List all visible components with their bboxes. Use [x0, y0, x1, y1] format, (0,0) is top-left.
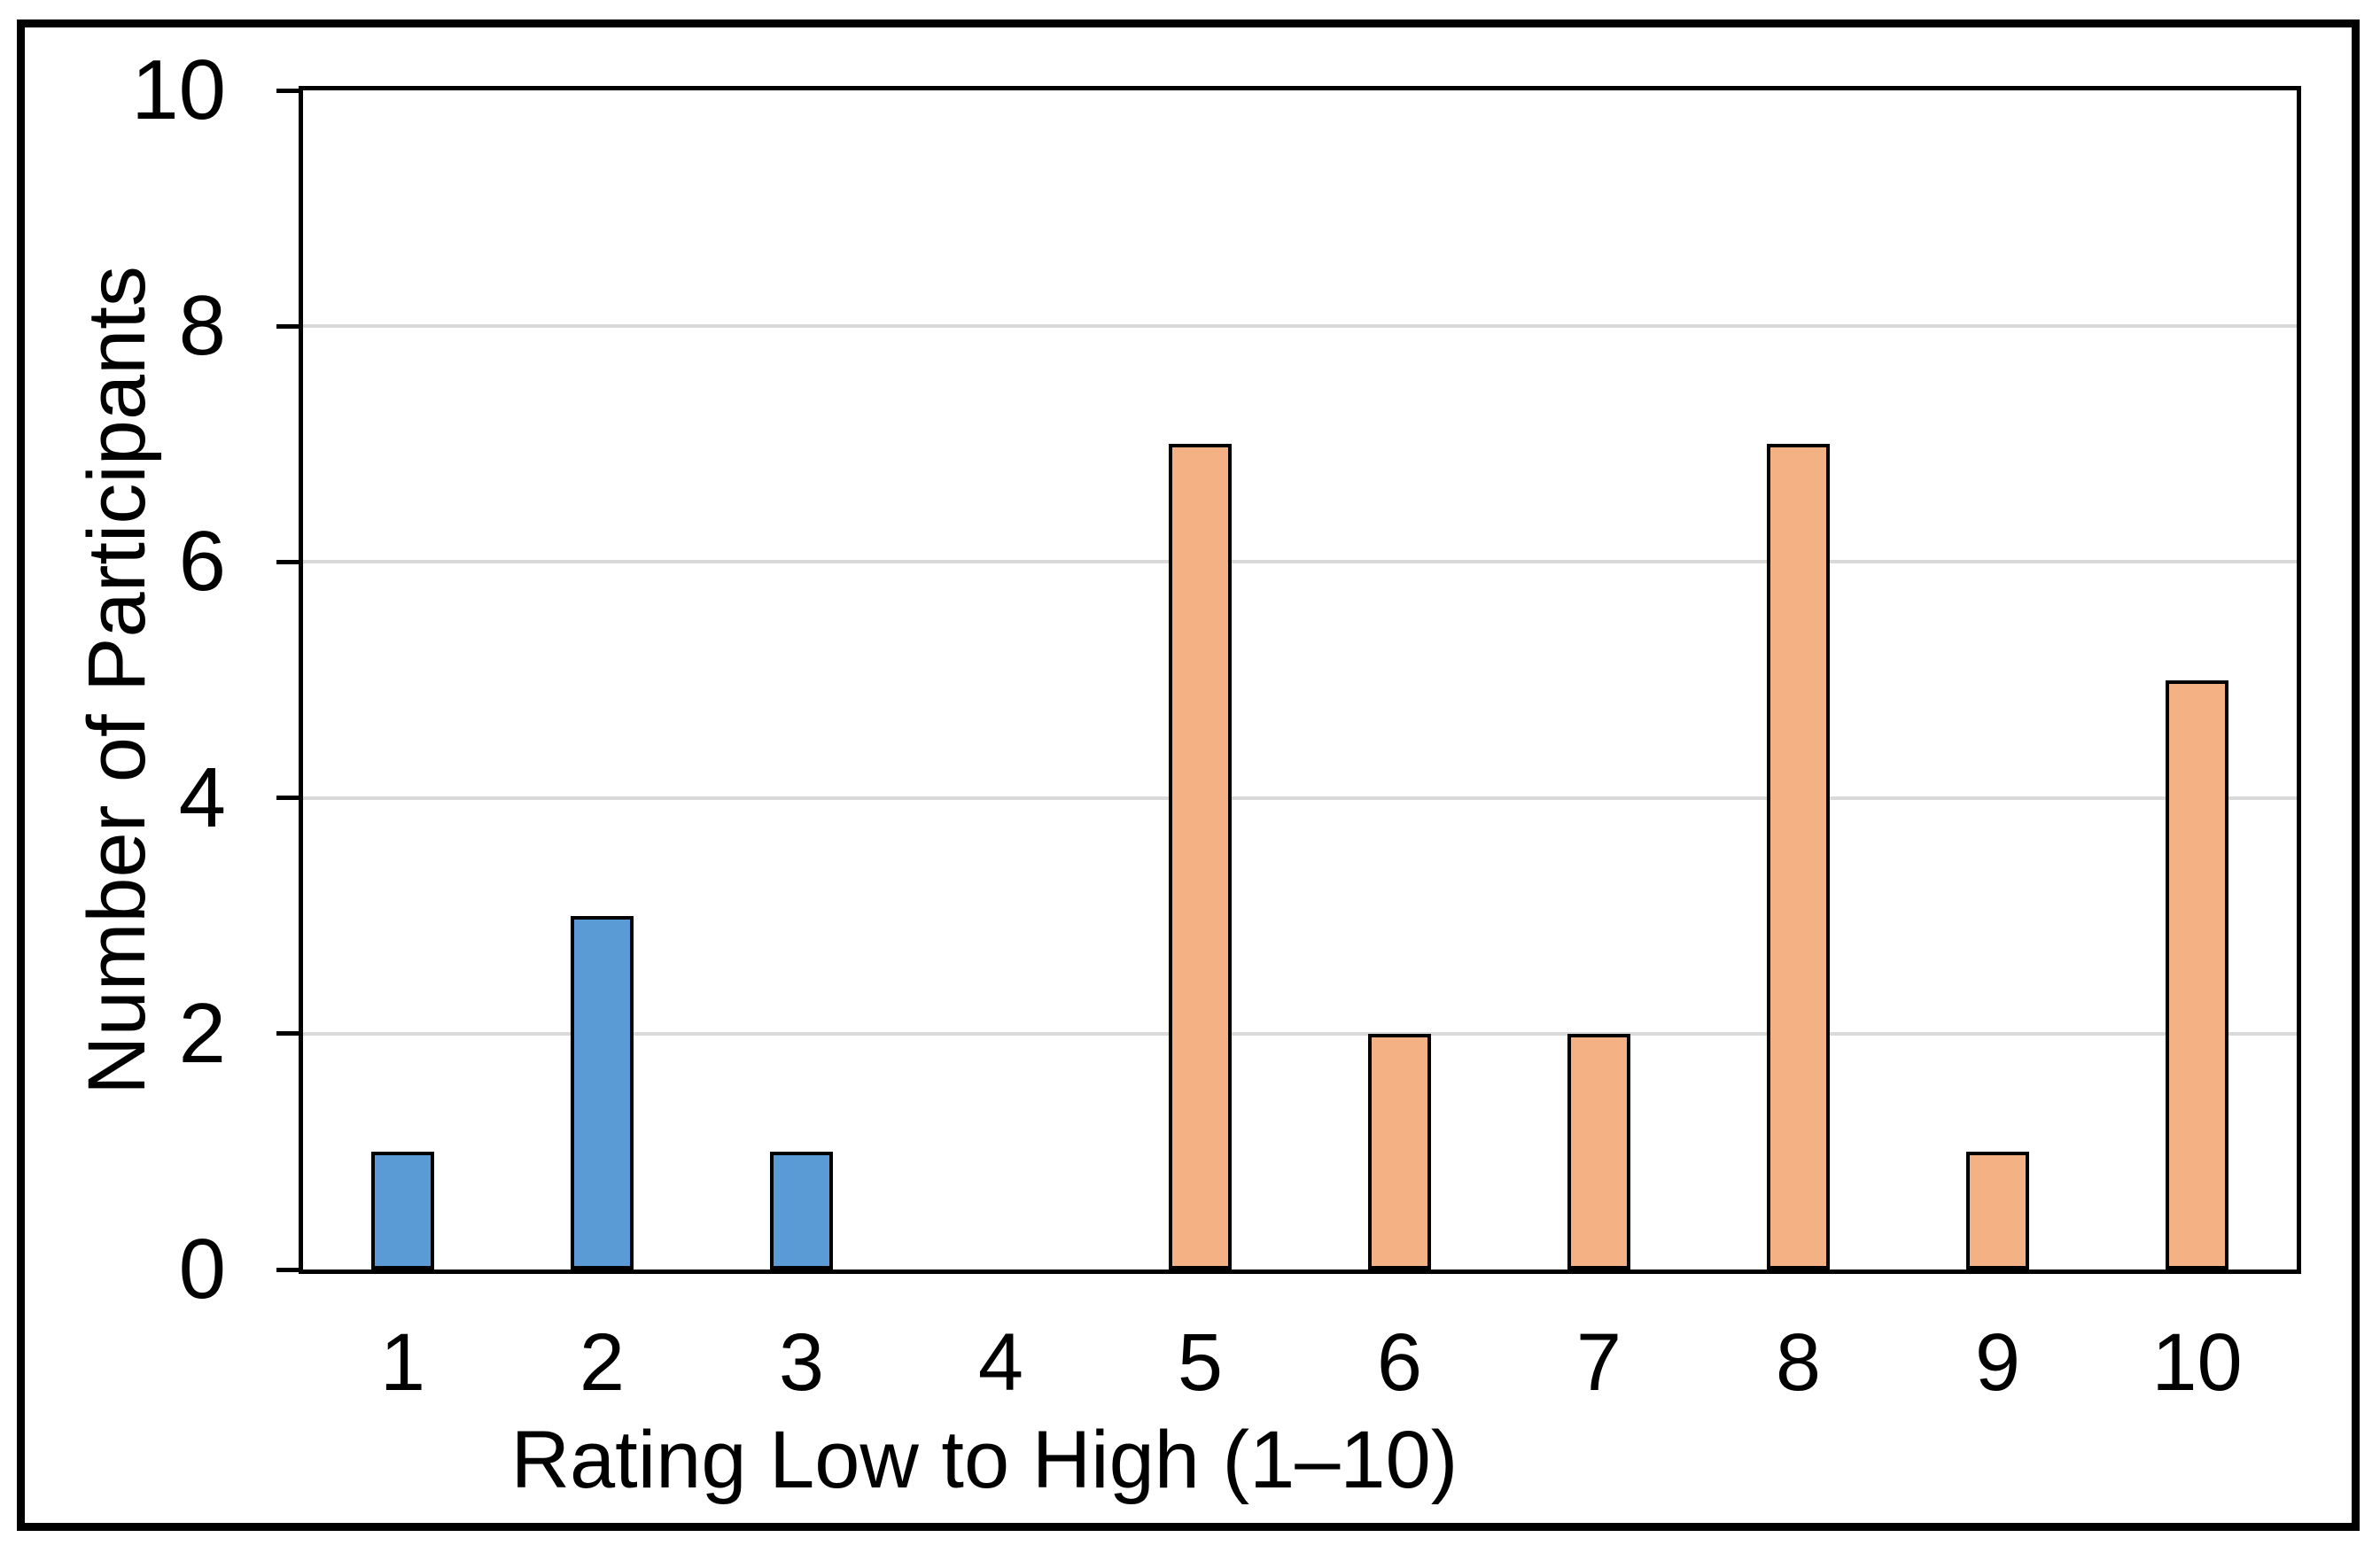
y-tick-mark: [276, 88, 299, 93]
y-axis-title: Number of Participants: [72, 266, 162, 1095]
y-tick-mark: [276, 559, 299, 564]
x-tick-label-6: 6: [1376, 1317, 1423, 1408]
y-tick-label-4: 4: [178, 749, 226, 845]
x-tick-label-4: 4: [977, 1317, 1024, 1408]
x-tick-label-9: 9: [1974, 1317, 2021, 1408]
plot-area: [299, 86, 2301, 1274]
bar-rating-7: [1567, 1033, 1630, 1270]
gridline: [303, 324, 2297, 329]
x-axis-title: Rating Low to High (1–10): [510, 1415, 1458, 1505]
gridline: [303, 560, 2297, 564]
x-tick-label-10: 10: [2151, 1317, 2243, 1408]
y-tick-label-10: 10: [131, 43, 226, 137]
gridline: [303, 796, 2297, 800]
x-tick-label-7: 7: [1575, 1317, 1622, 1408]
x-tick-label-5: 5: [1177, 1317, 1224, 1408]
bar-rating-2: [571, 915, 634, 1270]
y-tick-mark: [276, 1267, 299, 1272]
x-tick-label-8: 8: [1775, 1317, 1822, 1408]
y-tick-label-2: 2: [178, 985, 226, 1081]
bar-rating-1: [371, 1151, 434, 1270]
y-tick-label-8: 8: [178, 278, 226, 374]
bar-rating-8: [1767, 444, 1830, 1270]
y-tick-label-0: 0: [178, 1222, 226, 1316]
bar-rating-3: [770, 1151, 833, 1270]
y-tick-mark: [276, 323, 299, 329]
bar-rating-5: [1169, 444, 1232, 1270]
y-tick-mark: [276, 796, 299, 801]
gridline: [303, 1031, 2297, 1036]
x-tick-label-1: 1: [379, 1317, 426, 1408]
x-tick-label-2: 2: [579, 1317, 626, 1408]
bar-rating-9: [1966, 1151, 2029, 1270]
y-tick-label-6: 6: [178, 514, 226, 610]
bar-rating-6: [1368, 1033, 1431, 1270]
x-tick-label-3: 3: [778, 1317, 825, 1408]
y-tick-mark: [276, 1031, 299, 1037]
bar-rating-10: [2166, 679, 2228, 1270]
chart-outer-frame: [17, 19, 2360, 1531]
